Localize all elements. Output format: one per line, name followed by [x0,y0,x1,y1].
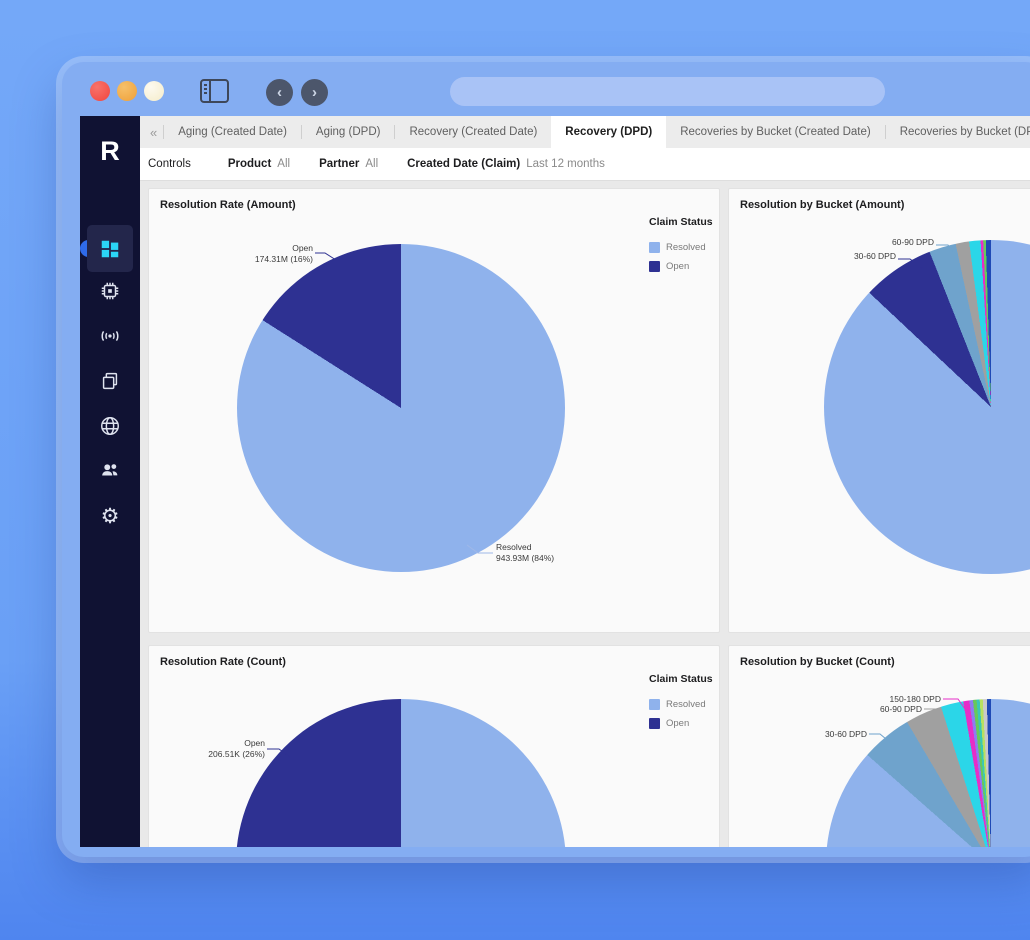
users-icon [102,464,118,476]
legend-swatch-open [649,718,660,729]
legend-item-open[interactable]: Open [649,718,713,729]
filter-product-value: All [277,158,291,170]
filter-product[interactable]: Product All [228,158,290,170]
sidebar-item-broadcast[interactable] [87,315,133,357]
panel-title: Resolution Rate (Amount) [160,199,296,211]
pie-label-60-90-dpd: 60-90 DPD [879,704,922,714]
legend-item-resolved[interactable]: Resolved [649,242,713,253]
sidebar-item-chip[interactable] [87,270,133,312]
filter-partner[interactable]: Partner All [319,158,378,170]
sidebar-item-copy[interactable] [87,360,133,402]
legend-label: Resolved [666,699,706,710]
legend-label: Open [666,718,690,729]
tab-aging-created-date[interactable]: Aging (Created Date) [178,126,287,138]
gear-icon: ⚙ [100,504,120,528]
sidebar-item-globe[interactable] [87,405,133,447]
filter-created-date-value: Last 12 months [526,158,605,170]
tabs-scroll-left-icon[interactable]: « [150,124,158,140]
panel-resolution-by-bucket-amount: Resolution by Bucket (Amount) 60-90 DPD … [728,188,1030,633]
tab-recovery-created-date[interactable]: Recovery (Created Date) [409,126,538,138]
legend-item-open[interactable]: Open [649,261,713,272]
panel-resolution-rate-amount: Resolution Rate (Amount) Open 174.31M (16… [148,188,720,633]
pie-label-open: Open 206.51K (26%) [208,738,265,760]
panel-resolution-by-bucket-count: Resolution by Bucket (Count) 150-180 DPD… [728,645,1030,847]
pie-label-resolved: Resolved 943.93M (84%) [496,542,555,564]
copy-icon [102,372,118,390]
label-leader-lines [267,748,291,758]
sidebar-toggle-icon[interactable] [200,79,229,103]
panel-title: Resolution by Bucket (Count) [740,656,895,668]
controls-bar: Controls Product All Partner All Created D… [140,148,1030,181]
pie-label-30-60-dpd: 30-60 DPD [824,729,867,739]
pie-label-150-180-dpd: 150-180 DPD [889,694,941,704]
globe-icon [101,417,119,435]
sidebar-item-settings[interactable]: ⚙ [87,495,133,537]
main-area: « Aging (Created Date) Aging (DPD) Recov… [140,116,1030,847]
forward-button[interactable]: › [301,79,328,106]
legend-title: Claim Status [649,216,713,228]
legend-title: Claim Status [649,673,713,685]
legend-claim-status: Claim Status Resolved Open [649,673,713,737]
filter-created-date-name: Created Date (Claim) [407,158,521,170]
legend-claim-status: Claim Status Resolved Open [649,216,713,280]
legend-swatch-resolved [649,699,660,710]
panel-title: Resolution Rate (Count) [160,656,286,668]
tab-recoveries-by-bucket-created-date[interactable]: Recoveries by Bucket (Created Date) [680,126,871,138]
dashboard-tabbar: « Aging (Created Date) Aging (DPD) Recov… [140,116,1030,148]
close-button[interactable] [90,81,110,101]
tab-recovery-dpd[interactable]: Recovery (DPD) [551,116,667,148]
legend-item-resolved[interactable]: Resolved [649,699,713,710]
sidebar-item-users[interactable] [87,449,133,491]
legend-label: Open [666,261,690,272]
pie-label-60-90-dpd: 60-90 DPD [891,237,934,247]
label-leader-lines [869,698,966,745]
tab-recoveries-by-bucket-dpd[interactable]: Recoveries by Bucket (DPD) [899,126,1030,138]
label-leader-lines [315,252,493,554]
minimize-button[interactable] [117,81,137,101]
pie-resolution-rate-amount[interactable] [237,244,565,572]
panel-resolution-rate-count: Resolution Rate (Count) Open 206.51K (26%… [148,645,720,847]
dashboard-panel-grid: Resolution Rate (Amount) Open 174.31M (16… [140,181,1030,847]
url-bar[interactable] [450,77,885,106]
legend-swatch-resolved [649,242,660,253]
fullscreen-button[interactable] [144,81,164,101]
chip-icon [101,282,119,300]
tab-aging-dpd[interactable]: Aging (DPD) [315,126,381,138]
app-frame: R [80,116,1030,847]
sidebar-item-dashboard[interactable] [87,225,133,272]
broadcast-icon [101,330,119,342]
filter-partner-name: Partner [319,158,360,170]
filter-created-date[interactable]: Created Date (Claim) Last 12 months [407,158,605,170]
filter-product-name: Product [227,158,272,170]
browser-window: ‹ › R [62,62,1030,857]
pie-label-open: Open 174.31M (16%) [254,243,313,265]
panel-title: Resolution by Bucket (Amount) [740,199,905,211]
label-leader-lines [898,244,958,269]
app-sidebar: R [80,116,140,847]
app-logo: R [100,136,120,166]
back-button[interactable]: ‹ [266,79,293,106]
pie-label-30-60-dpd: 30-60 DPD [853,251,896,261]
controls-label: Controls [148,158,191,170]
legend-swatch-open [649,261,660,272]
browser-titlebar: ‹ › [62,62,1030,116]
legend-label: Resolved [666,242,706,253]
dashboard-grid-icon [101,240,119,257]
filter-partner-value: All [365,158,379,170]
